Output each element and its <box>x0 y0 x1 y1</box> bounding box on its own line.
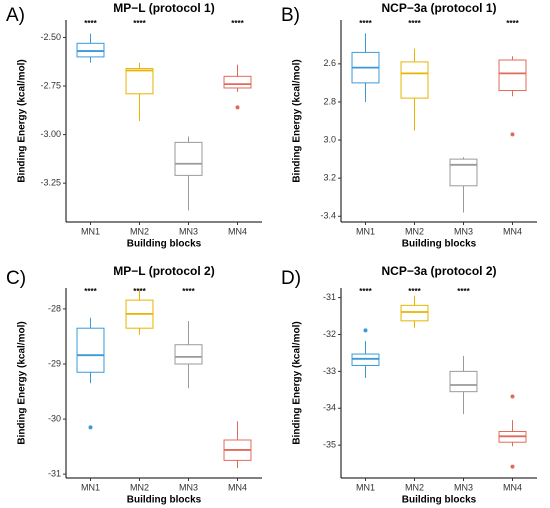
y-tick-label: -3.4 <box>320 211 336 221</box>
y-tick-label: -3.25 <box>40 178 61 188</box>
significance: **** <box>84 19 97 28</box>
box <box>449 370 478 393</box>
box <box>125 68 154 95</box>
significance: **** <box>359 287 372 296</box>
y-axis-title: Binding Energy (kcal/mol) <box>292 59 303 182</box>
significance: **** <box>182 287 195 296</box>
x-tick-label: MN4 <box>503 482 522 492</box>
y-tick-label: 3.0 <box>323 134 336 144</box>
outlier <box>510 394 515 399</box>
y-tick-label: -35 <box>323 440 336 450</box>
x-tick-label: MN1 <box>356 482 375 492</box>
y-axis-title: Binding Energy (kcal/mol) <box>292 321 303 444</box>
box <box>498 59 527 92</box>
x-axis-title: Building blocks <box>127 495 202 506</box>
x-tick-label: MN3 <box>454 226 473 236</box>
box <box>76 327 105 373</box>
y-axis-title: Binding Energy (kcal/mol) <box>17 59 28 182</box>
significance: **** <box>506 19 519 28</box>
significance: **** <box>408 19 421 28</box>
panel: D) NCP−3a (protocol 2) Building blocks Bind… <box>281 264 537 506</box>
x-tick-label: MN2 <box>405 226 424 236</box>
panel-label: B) <box>281 5 300 26</box>
panel: C) MP−L (protocol 2) Building blocks Bindin… <box>6 264 262 506</box>
outlier <box>235 105 240 110</box>
x-tick-label: MN3 <box>179 482 198 492</box>
significance: **** <box>457 287 470 296</box>
x-axis-title: Building blocks <box>127 239 202 250</box>
outlier <box>363 328 368 333</box>
x-tick-label: MN1 <box>81 226 100 236</box>
y-tick-label: -31 <box>48 469 61 479</box>
y-tick-label: -33 <box>323 366 336 376</box>
box <box>449 158 478 187</box>
x-tick-label: MN2 <box>405 482 424 492</box>
chart-title: NCP−3a (protocol 1) <box>381 1 496 15</box>
x-tick-label: MN1 <box>356 226 375 236</box>
x-tick-label: MN3 <box>179 226 198 236</box>
y-tick-label: 2.8 <box>323 96 336 106</box>
y-tick-label: 2.6 <box>323 58 336 68</box>
x-tick-label: MN3 <box>454 482 473 492</box>
x-axis-title: Building blocks <box>402 239 477 250</box>
panel-label: A) <box>6 5 25 26</box>
box <box>76 42 105 58</box>
x-tick-label: MN4 <box>228 482 247 492</box>
y-tick-label: -28 <box>48 303 61 313</box>
box <box>174 344 203 365</box>
panel-label: C) <box>6 268 26 289</box>
box <box>351 353 380 366</box>
significance: **** <box>133 19 146 28</box>
significance: **** <box>359 19 372 28</box>
box <box>223 75 252 89</box>
box <box>400 61 429 99</box>
chart-title: NCP−3a (protocol 2) <box>381 264 496 278</box>
panel: B) NCP−3a (protocol 1) Building blocks Bind… <box>281 1 537 250</box>
y-tick-label: -2.50 <box>40 32 61 42</box>
significance: **** <box>231 19 244 28</box>
panel: A) MP−L (protocol 1) Building blocks Bindin… <box>6 1 262 250</box>
box <box>174 141 203 176</box>
y-tick-label: -30 <box>48 413 61 423</box>
x-tick-label: MN4 <box>228 226 247 236</box>
y-tick-label: -3.00 <box>40 129 61 139</box>
significance: **** <box>84 287 97 296</box>
outlier <box>88 425 93 430</box>
y-tick-label: 3.2 <box>323 173 336 183</box>
x-tick-label: MN4 <box>503 226 522 236</box>
outlier <box>510 132 515 137</box>
x-tick-label: MN2 <box>130 482 149 492</box>
y-tick-label: -29 <box>48 358 61 368</box>
y-tick-label: -34 <box>323 403 336 413</box>
significance: **** <box>408 287 421 296</box>
y-tick-label: -2.75 <box>40 80 61 90</box>
x-tick-label: MN1 <box>81 482 100 492</box>
x-tick-label: MN2 <box>130 226 149 236</box>
chart-title: MP−L (protocol 1) <box>113 1 214 15</box>
chart-title: MP−L (protocol 2) <box>113 264 214 278</box>
y-tick-label: -32 <box>323 329 336 339</box>
panel-label: D) <box>281 268 301 289</box>
x-axis-title: Building blocks <box>402 495 477 506</box>
y-axis-title: Binding Energy (kcal/mol) <box>17 321 28 444</box>
box <box>400 304 429 322</box>
outlier <box>510 464 515 469</box>
y-tick-label: -31 <box>323 292 336 302</box>
